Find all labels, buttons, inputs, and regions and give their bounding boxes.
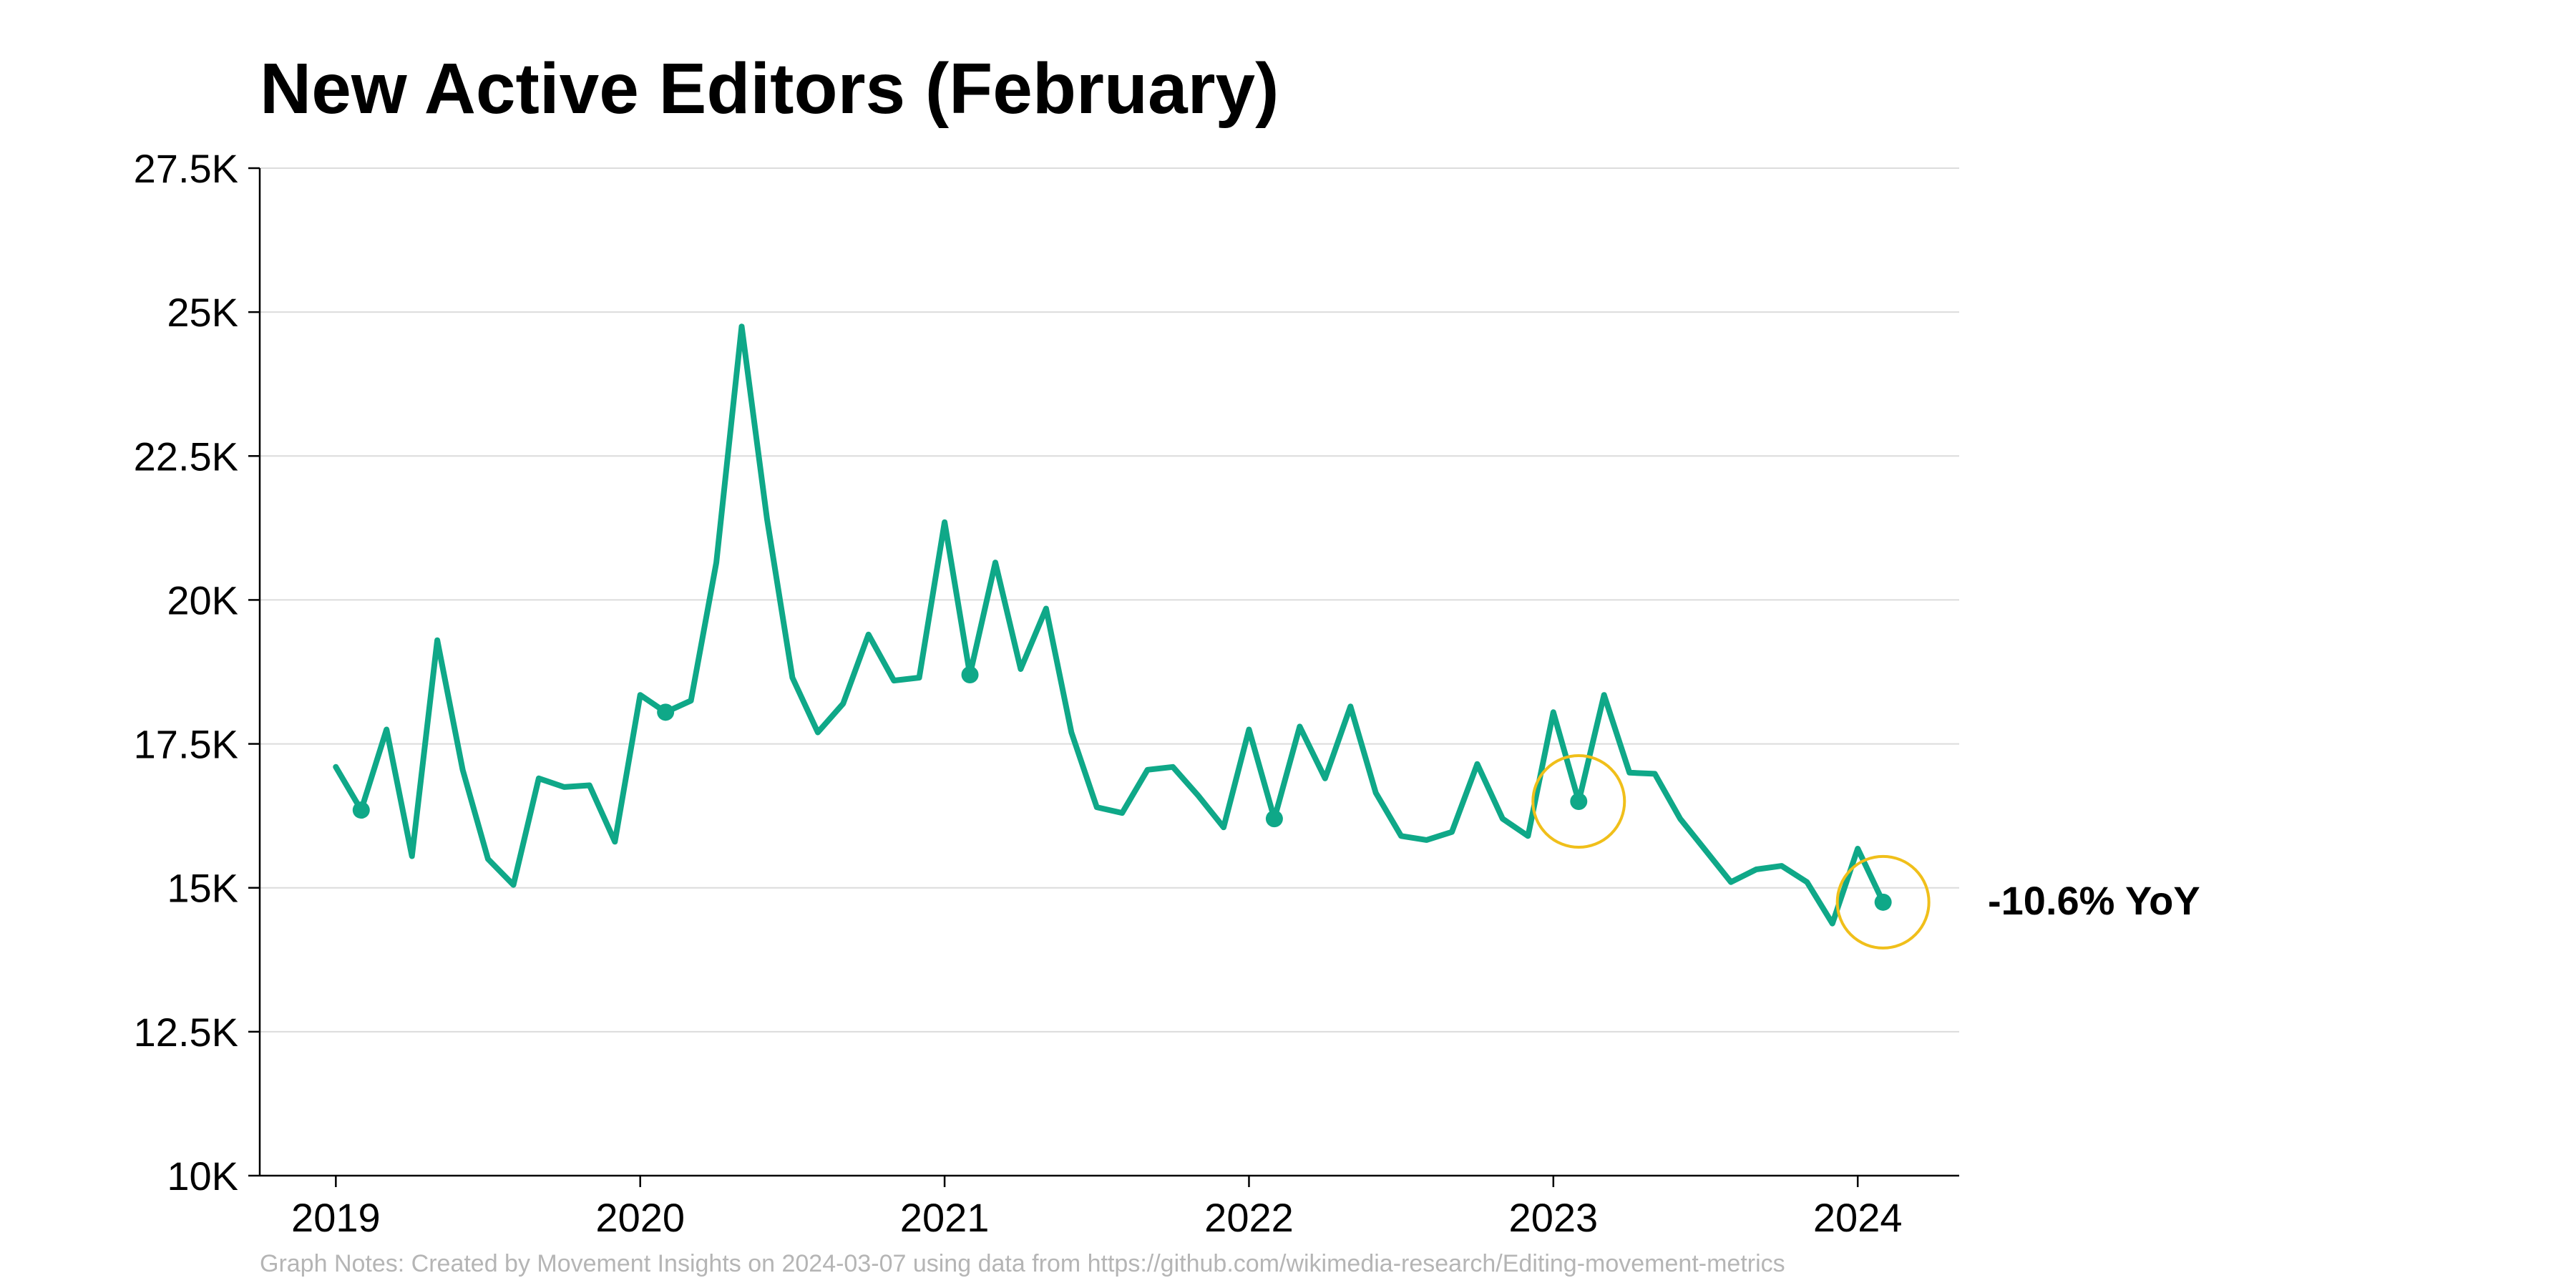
y-tick-label: 10K [167,1153,238,1199]
x-tick-label: 2022 [1204,1195,1294,1240]
graph-notes: Graph Notes: Created by Movement Insight… [260,1250,1785,1277]
y-tick-label: 20K [167,577,238,623]
y-tick-label: 12.5K [134,1010,238,1055]
chart-title: New Active Editors (February) [260,49,1279,129]
y-tick-label: 17.5K [134,722,238,767]
x-tick-label: 2024 [1813,1195,1903,1240]
y-tick-label: 15K [167,866,238,911]
data-point-february [657,703,675,721]
highlight-circle [1531,754,1626,849]
data-point-february [1265,810,1283,828]
y-tick-label: 25K [167,290,238,335]
markers [352,666,1931,950]
x-tick-label: 2019 [291,1195,381,1240]
y-tick-label: 22.5K [134,434,238,479]
data-point-february [1570,793,1588,811]
x-tick-label: 2023 [1509,1195,1599,1240]
yoy-annotation: -10.6% YoY [1988,878,2200,923]
y-tick-label: 27.5K [134,146,238,191]
data-point-february [352,801,370,819]
axes: 10K 12.5K 15K 17.5K 20K 22.5K 25K 27.5K 2019 2020… [134,146,1959,1240]
highlight-circle [1835,854,1931,950]
x-tick-label: 2020 [595,1195,685,1240]
grid-lines [260,167,1959,1033]
series-layer [333,323,1886,927]
x-tick-label: 2021 [900,1195,990,1240]
data-point-february [961,666,979,684]
data-point-february [1874,893,1892,911]
series-line [333,323,1886,927]
